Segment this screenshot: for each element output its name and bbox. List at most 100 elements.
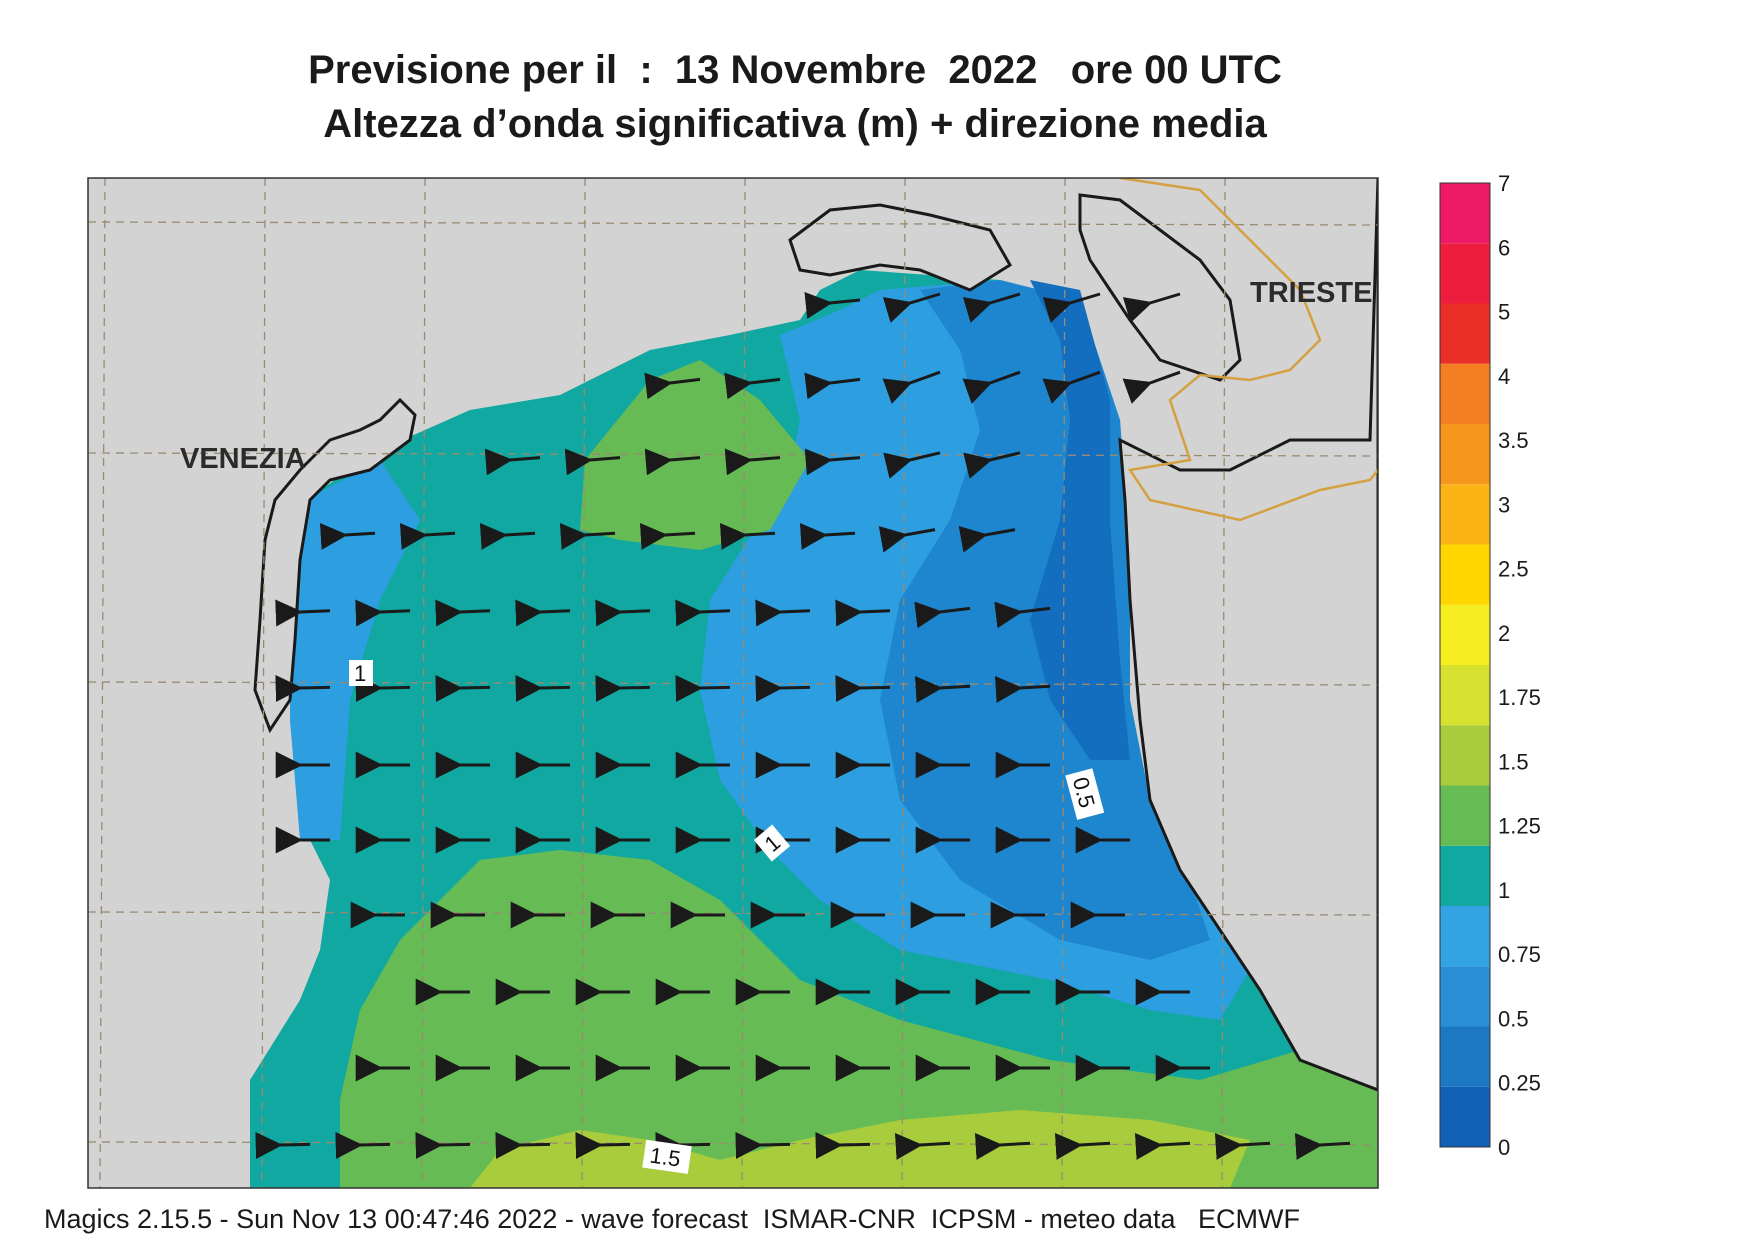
wave-direction-arrow [595,599,651,627]
colorbar-swatch [1440,484,1490,545]
colorbar-swatch [1440,183,1490,244]
wave-direction-arrow [724,448,781,476]
wave-direction-arrow [575,1131,631,1159]
colorbar-tick-label: 1.75 [1498,685,1541,710]
wave-direction-arrow [515,599,571,627]
wave-direction-arrow [755,599,811,627]
colorbar-swatch [1440,1026,1490,1087]
wave-direction-arrow [595,674,651,702]
wave-direction-arrow [675,674,731,702]
colorbar-tick-label: 0 [1498,1135,1510,1160]
sea-band-125-15-south [340,850,1378,1188]
wave-direction-arrow [755,674,811,702]
colorbar-swatch [1440,665,1490,726]
wave-direction-arrow [275,674,331,702]
north-coast-land [788,203,1013,292]
wave-direction-arrow [894,1132,951,1160]
wave-direction-arrow [994,601,1051,629]
wave-direction-arrow [878,526,936,553]
wave-direction-arrow [564,448,621,476]
colorbar-swatch [1440,906,1490,967]
wave-direction-arrow [355,599,411,627]
wave-direction-arrow [644,372,701,400]
wave-direction-arrow [319,522,376,550]
city-label-trieste: TRIESTE [1250,277,1372,309]
wave-direction-arrow [835,674,891,702]
contour-label: 1 [349,660,373,686]
colorbar-swatch [1440,845,1490,906]
colorbar-tick-label: 1 [1498,878,1510,903]
colorbar-tick-label: 6 [1498,235,1510,260]
wave-direction-arrow [355,674,411,702]
contour-label: 0.5 [1065,768,1105,820]
wave-direction-arrow [1042,370,1101,404]
wave-direction-arrow [974,1132,1031,1160]
wave-direction-arrow [914,675,971,703]
istria-land [1118,178,1378,1092]
wave-direction-arrow [724,372,781,400]
wave-direction-arrow [1122,292,1181,323]
colorbar-swatch [1440,243,1490,304]
svg-text:1: 1 [354,661,366,686]
sea-band-025-05 [1030,280,1130,760]
wave-direction-arrow [495,1131,551,1159]
wave-direction-arrow [515,674,571,702]
wave-direction-arrow [804,291,861,319]
colorbar-tick-label: 1.5 [1498,749,1529,774]
national-border [1119,178,1378,522]
wave-direction-arrow [804,372,861,400]
wave-direction-arrow [835,599,891,627]
colorbar-swatch [1440,966,1490,1027]
colorbar-tick-label: 3 [1498,492,1510,517]
wave-direction-arrow [719,522,776,550]
wave-direction-arrow [559,522,616,550]
wave-direction-arrow [883,451,941,479]
wave-direction-arrow [882,292,941,323]
wave-direction-arrow [644,448,701,476]
colorbar-swatch [1440,544,1490,605]
wave-direction-arrow [435,599,491,627]
wave-direction-arrow [1042,292,1101,323]
wave-direction-arrow [255,1131,311,1159]
wave-direction-arrow [399,522,456,550]
wave-direction-arrow [655,1131,711,1159]
map-title: Previsione per il : 13 Novembre 2022 ore… [308,48,1282,92]
wave-direction-arrow [1054,1132,1111,1160]
colorbar-tick-label: 5 [1498,300,1510,325]
wave-direction-arrow [335,1131,391,1159]
wave-direction-arrow [963,451,1021,479]
wave-direction-arrow [484,448,541,476]
wave-direction-arrow [962,292,1021,323]
wave-direction-arrow [415,1131,471,1159]
wave-direction-arrow [799,522,856,550]
colorbar-swatch [1440,785,1490,846]
map-subtitle: Altezza d’onda significativa (m) + direz… [323,102,1267,146]
wave-direction-arrow [804,448,861,476]
wave-direction-arrow [1294,1132,1351,1160]
colorbar-tick-label: 7 [1498,171,1510,196]
wave-direction-arrow [914,601,971,629]
wave-direction-arrow [675,599,731,627]
colorbar-tick-label: 2 [1498,621,1510,646]
colorbar-swatch [1440,1086,1490,1147]
city-label-venezia: VENEZIA [180,443,306,475]
colorbar-swatch [1440,303,1490,364]
svg-text:1.5: 1.5 [648,1143,682,1172]
sea-band-075-1-west [290,460,420,840]
footer-credits: Magics 2.15.5 - Sun Nov 13 00:47:46 2022… [44,1204,1300,1234]
colorbar-swatch [1440,363,1490,424]
colorbar-tick-label: 2.5 [1498,557,1529,582]
wave-direction-arrow [1214,1132,1271,1160]
colorbar-tick-label: 0.5 [1498,1006,1529,1031]
wave-direction-arrows [255,291,1351,1160]
wave-direction-arrow [275,599,331,627]
map-frame [87,177,1379,1189]
contour-label: 1.5 [642,1139,692,1174]
wave-direction-arrow [435,674,491,702]
wave-direction-arrow [962,370,1021,404]
wave-direction-arrow [815,1131,871,1159]
trieste-gulf-land [1078,193,1242,382]
wave-direction-arrow [639,522,696,550]
colorbar-tick-label: 0.75 [1498,942,1541,967]
